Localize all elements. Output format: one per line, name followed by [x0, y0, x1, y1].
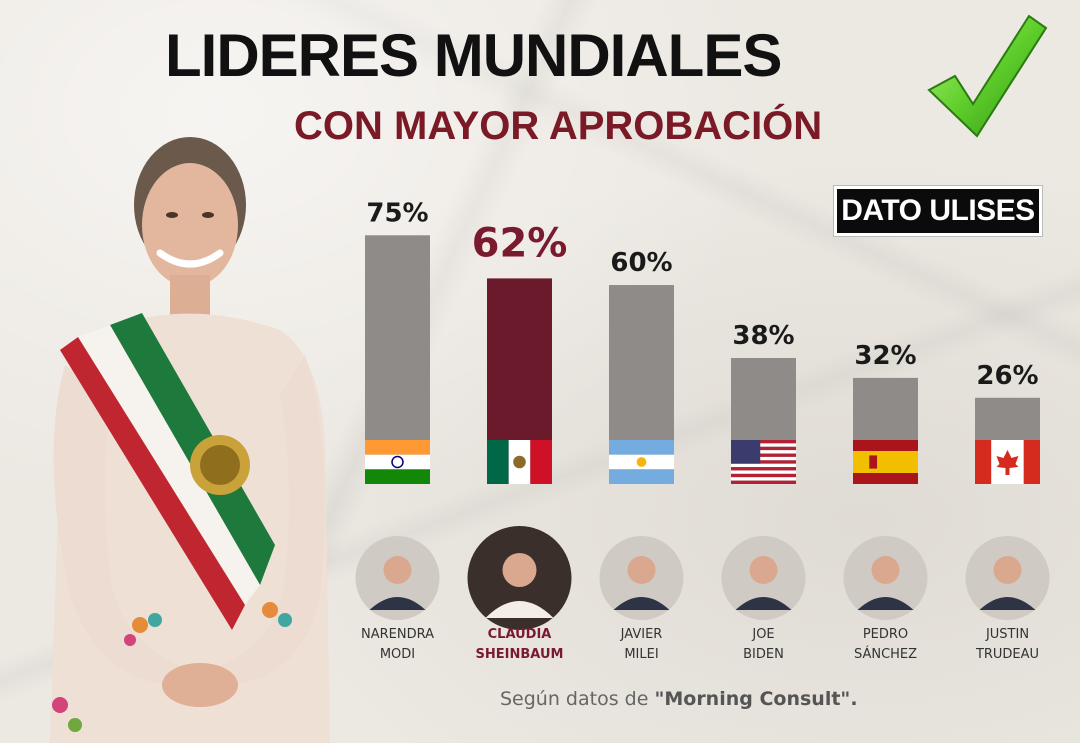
source-name: "Morning Consult".	[654, 688, 858, 710]
value-label-narendra-modi: 75%	[366, 198, 428, 228]
name-label-javier-milei-2: MILEI	[624, 647, 658, 662]
argentina-flag-icon	[609, 440, 674, 484]
value-label-joe-biden: 38%	[732, 321, 794, 351]
value-label-claudia-sheinbaum: 62%	[472, 220, 568, 266]
name-label-joe-biden-1: JOE	[751, 627, 774, 642]
avatar-claudia-sheinbaum	[467, 526, 572, 630]
india-flag-icon	[365, 440, 430, 484]
name-label-claudia-sheinbaum-1: CLAUDIA	[488, 627, 552, 642]
name-label-claudia-sheinbaum-2: SHEINBAUM	[476, 647, 564, 662]
name-label-pedro-s-nchez-1: PEDRO	[863, 627, 908, 642]
spain-flag-icon	[853, 440, 918, 484]
value-label-pedro-s-nchez: 32%	[854, 341, 916, 371]
name-label-justin-trudeau-2: TRUDEAU	[975, 647, 1039, 662]
checkmark-icon	[927, 14, 1048, 138]
source-prefix: Según datos de	[500, 688, 655, 710]
avatar-javier-milei	[599, 536, 684, 620]
canada-flag-icon	[975, 440, 1040, 484]
name-label-javier-milei-1: JAVIER	[620, 627, 663, 642]
chart-subtitle: CON MAYOR APROBACIÓN	[294, 104, 823, 148]
name-label-narendra-modi-1: NARENDRA	[361, 627, 434, 642]
value-label-justin-trudeau: 26%	[976, 361, 1038, 391]
avatar-joe-biden	[721, 536, 806, 620]
name-label-joe-biden-2: BIDEN	[743, 647, 784, 662]
mexico-flag-icon	[487, 440, 552, 484]
source-note: Según datos de "Morning Consult".	[500, 688, 858, 710]
name-label-pedro-s-nchez-2: SÁNCHEZ	[854, 646, 917, 662]
avatar-pedro-s-nchez	[843, 536, 928, 620]
name-label-narendra-modi-2: MODI	[380, 647, 415, 662]
name-label-justin-trudeau-1: JUSTIN	[985, 627, 1029, 642]
sheinbaum-portrait	[50, 137, 330, 743]
chart-title: LIDERES MUNDIALES	[165, 22, 782, 89]
usa-flag-icon	[731, 440, 796, 484]
avatar-narendra-modi	[355, 536, 440, 620]
value-label-javier-milei: 60%	[610, 248, 672, 278]
avatar-justin-trudeau	[965, 536, 1050, 620]
brand-logo: DATO ULISES	[833, 185, 1043, 237]
